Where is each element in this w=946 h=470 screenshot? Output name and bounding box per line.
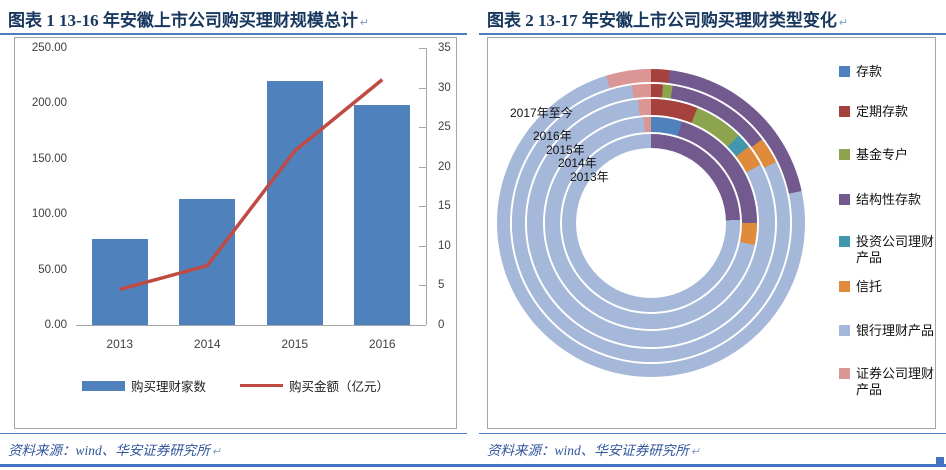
line-series-label: 购买金额（亿元） [289,380,390,394]
right-axis-label: 30 [438,81,451,94]
right-axis-tick [419,285,426,287]
figure2-title: 图表 2 13-17 年安徽上市公司购买理财类型变化 ↵ [487,6,848,31]
x-axis-label: 2016 [368,337,396,351]
right-axis-label: 20 [438,160,451,173]
donut-hole [578,150,724,296]
paragraph-mark: ↵ [211,446,221,458]
right-axis-tick [419,245,426,247]
ring-label-2015: 2015年 [546,143,585,157]
donut-legend-item-存款: 存款 [839,64,935,80]
figure1-title-rule [0,33,467,35]
right-axis-label: 15 [438,200,451,213]
right-axis-tick [419,87,426,89]
legend-label: 信托 [856,279,883,294]
x-axis-label: 2014 [193,337,221,351]
donut-legend-item-信托: 信托 [839,279,935,295]
page-corner-mark [936,457,944,464]
figure2-title-rule [479,33,946,35]
x-axis-label: 2015 [281,337,309,351]
right-axis-label: 25 [438,121,451,134]
figure1-title-text: 图表 1 13-16 年安徽上市公司购买理财规模总计 [8,11,358,30]
legend-swatch [839,325,850,336]
bar-series-label: 购买理财家数 [130,380,206,394]
legend-item-bar-series: 购买理财家数 [81,376,206,395]
paragraph-mark: ↵ [359,17,370,29]
figure1-chart-frame: 0.00 50.00 100.00 150.00 200.00 250.00 0 5 10 15 2… [14,37,457,429]
legend-label: 基金专户 [856,147,909,162]
figure1-source-rule [0,433,467,434]
legend-label: 定期存款 [856,104,909,119]
figure1-title: 图表 1 13-16 年安徽上市公司购买理财规模总计 ↵ [8,6,369,31]
legend-label: 证券公司理财产品 [856,366,935,398]
legend-item-line-series: 购买金额（亿元） [240,376,389,395]
legend-swatch [839,281,850,292]
left-axis-label: 200.00 [31,97,67,110]
ring-label-2014: 2014年 [558,156,597,170]
figure2-title-text: 图表 2 13-17 年安徽上市公司购买理财类型变化 [487,11,837,30]
line-series-swatch [240,384,283,387]
right-axis-line [426,48,427,325]
legend-label: 结构性存款 [856,192,922,207]
figure1-source-text: 资料来源：wind、华安证券研究所 [8,443,210,458]
figure2-source-text: 资料来源：wind、华安证券研究所 [487,443,689,458]
figure2-chart-frame: 2017年至今 2016年 2015年 2014年 2013年 存款定期存款基金… [487,37,936,429]
line-series [119,78,384,292]
right-axis-label: 5 [438,279,445,292]
right-axis-tick [419,48,426,49]
left-axis-label: 0.00 [44,319,67,331]
legend-label: 银行理财产品 [856,323,935,338]
figure1-source: 资料来源：wind、华安证券研究所 ↵ [8,439,221,459]
paragraph-mark: ↵ [838,17,849,29]
figure2-source: 资料来源：wind、华安证券研究所 ↵ [487,439,700,459]
left-axis-label: 50.00 [38,263,67,276]
legend-swatch [839,194,850,205]
right-axis-label: 0 [438,319,445,331]
right-axis-label: 35 [438,42,451,54]
right-axis-label: 10 [438,239,451,252]
x-axis-line [76,325,426,326]
combo-chart: 0.00 50.00 100.00 150.00 200.00 250.00 0 5 10 15 2… [15,38,456,428]
line-series-path [119,78,384,292]
legend-label: 存款 [856,64,883,79]
paragraph-mark: ↵ [690,446,700,458]
figure2-source-rule [479,433,946,434]
donut-legend-item-基金专户: 基金专户 [839,147,935,163]
right-axis-tick [419,166,426,168]
x-axis-label: 2013 [106,337,134,351]
bar-2013 [91,238,148,325]
ring-label-2013: 2013年 [570,170,609,184]
ring-label-2017: 2017年至今 [510,106,573,120]
bar-series-swatch [81,380,125,391]
legend-swatch [839,368,850,379]
ring-label-2016: 2016年 [533,129,572,143]
bar-2015 [266,81,323,325]
donut-legend-item-定期存款: 定期存款 [839,104,935,120]
donut-legend-item-银行理财产品: 银行理财产品 [839,323,935,339]
donut-chart [496,68,806,378]
legend-label: 投资公司理财产品 [856,234,935,266]
axes-layer: 0.00 50.00 100.00 150.00 200.00 250.00 0 5 10 15 2… [15,38,456,428]
legend-swatch [839,66,850,77]
legend-swatch [839,236,850,247]
legend-swatch [839,149,850,160]
bar-2016 [354,104,411,325]
legend-swatch [839,106,850,117]
donut-legend-item-证券公司理财产品: 证券公司理财产品 [839,366,935,399]
bar-2014 [179,198,236,325]
bars-layer [15,38,456,428]
left-axis-label: 250.00 [31,42,67,54]
donut-legend-item-结构性存款: 结构性存款 [839,192,935,208]
page-bottom-border [0,464,946,467]
right-axis-tick [419,127,426,129]
donut-legend-item-投资公司理财产品: 投资公司理财产品 [839,234,935,267]
left-axis-label: 150.00 [31,152,67,165]
combo-legend: 购买理财家数 购买金额（亿元） [15,376,456,395]
left-axis-label: 100.00 [31,208,67,221]
right-axis-tick [419,206,426,208]
